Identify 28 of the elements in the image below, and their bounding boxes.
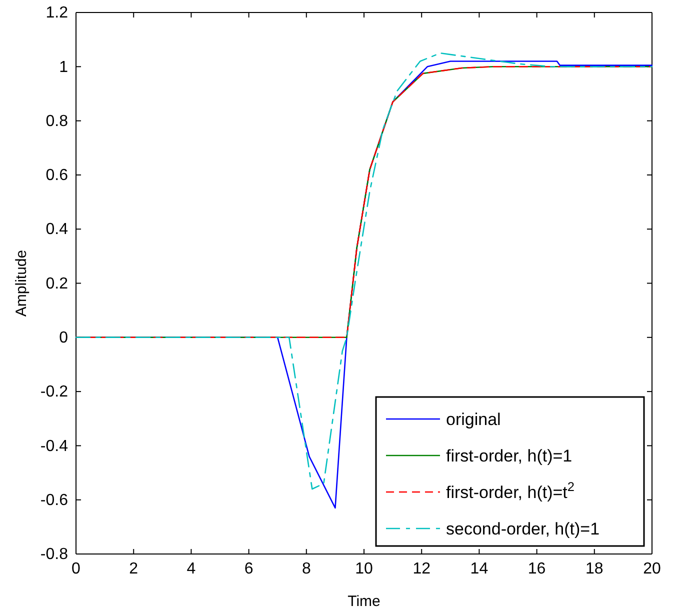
y-tick-label: 0.2	[46, 275, 68, 292]
x-tick-label: 20	[643, 560, 661, 578]
y-tick-label: 0.4	[46, 221, 68, 238]
x-tick-label: 14	[470, 560, 488, 578]
y-tick-label: -0.6	[40, 492, 68, 509]
x-tick-label: 10	[355, 560, 373, 578]
y-tick-label: -0.2	[40, 384, 68, 401]
x-tick-label: 2	[129, 560, 138, 578]
y-tick-label: -0.4	[40, 438, 68, 455]
x-tick-label: 4	[186, 560, 196, 578]
y-tick-label: 1	[59, 58, 68, 76]
legend-label: first-order, h(t)=t$^{2}$	[446, 478, 574, 502]
y-tick-label: -0.8	[40, 546, 68, 564]
x-tick-label: 16	[528, 560, 546, 578]
x-tick-label: 18	[586, 560, 604, 578]
x-tick-label: 12	[412, 560, 431, 578]
x-axis-title: Time	[348, 593, 380, 610]
y-axis-title: Amplitude	[13, 250, 30, 317]
legend-label: first-order, h(t)=1	[446, 446, 572, 466]
y-tick-label: 0.6	[46, 167, 68, 184]
y-tick-label: 0.8	[46, 112, 68, 130]
x-tick-label: 8	[302, 560, 311, 578]
y-tick-label: 1.2	[46, 4, 68, 22]
y-tick-label: 0	[59, 330, 68, 347]
legend-label: second-order, h(t)=1	[446, 520, 600, 538]
x-tick-label: 6	[244, 560, 254, 578]
x-tick-label: 0	[72, 560, 81, 578]
legend-label: original	[446, 410, 501, 429]
